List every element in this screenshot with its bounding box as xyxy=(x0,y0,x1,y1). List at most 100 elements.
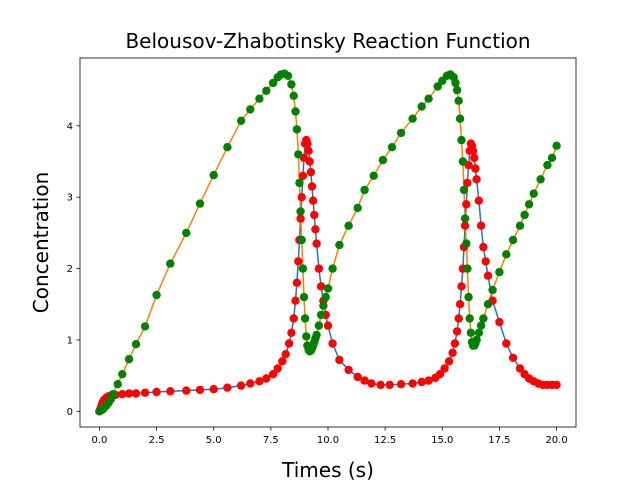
series-1-point xyxy=(306,168,316,177)
series-1-point xyxy=(312,239,321,248)
series-2-point xyxy=(344,221,353,230)
x-tick-label: 7.5 xyxy=(263,435,279,446)
series-2-point xyxy=(294,150,303,159)
series-2-point xyxy=(113,380,122,389)
series-2-point xyxy=(451,78,460,88)
y-tick-label: 1 xyxy=(67,335,73,346)
series-1-point xyxy=(303,139,312,148)
series-2-point xyxy=(466,328,476,337)
series-2-point xyxy=(424,94,433,103)
series-1-point xyxy=(460,221,470,230)
series-2-point xyxy=(312,330,321,340)
series-1-point xyxy=(468,146,478,155)
series-2-point xyxy=(296,207,305,216)
series-2-point xyxy=(236,116,246,126)
series-2-point xyxy=(152,290,161,300)
series-2-point xyxy=(508,235,518,245)
series-1-point xyxy=(476,221,486,230)
series-1-point xyxy=(166,387,175,396)
series-1-point xyxy=(353,372,362,382)
x-axis-label: Times (s) xyxy=(281,458,374,480)
series-1-point xyxy=(452,327,462,336)
series-1-point xyxy=(472,175,481,184)
series-2-line xyxy=(99,72,558,412)
series-1-point xyxy=(424,376,433,385)
series-2-point xyxy=(488,285,497,295)
y-tick-label: 3 xyxy=(67,193,73,204)
series-1-point xyxy=(316,282,326,291)
series-2-point xyxy=(462,239,471,248)
series-2-point xyxy=(255,94,264,103)
series-2-point xyxy=(321,292,330,302)
series-1-point xyxy=(457,282,466,291)
series-1-point xyxy=(385,380,394,390)
series-2-point xyxy=(302,332,311,341)
series-1-point xyxy=(291,296,300,305)
series-1-point xyxy=(454,314,463,323)
series-2-point xyxy=(289,91,298,101)
series-1-point xyxy=(502,339,511,348)
x-tick-label: 17.5 xyxy=(488,435,510,446)
series-1-point xyxy=(495,317,504,327)
series-2-point xyxy=(457,135,466,145)
series-1-point xyxy=(182,386,191,395)
x-tick-label: 2.5 xyxy=(149,435,165,446)
series-2-point xyxy=(459,185,469,195)
series-1-point xyxy=(284,339,294,348)
series-2-point xyxy=(295,178,304,188)
series-1-point xyxy=(417,377,426,387)
series-2-point xyxy=(108,390,118,399)
series-2-point xyxy=(182,228,191,238)
series-2-point xyxy=(360,185,369,195)
series-2-point xyxy=(472,335,481,345)
series-2-point xyxy=(378,155,388,165)
series-2-point xyxy=(552,141,561,150)
series-1-point xyxy=(140,388,150,397)
series-2-point xyxy=(291,107,300,116)
series-1-point xyxy=(440,364,449,373)
series-1-point xyxy=(435,370,445,379)
series-2-point xyxy=(483,300,493,309)
series-1-point xyxy=(471,164,480,173)
series-2-point xyxy=(479,314,488,323)
series-1-point xyxy=(278,357,287,366)
series-2-point xyxy=(474,328,484,337)
series-2-point xyxy=(209,170,218,180)
series-2-point xyxy=(316,310,326,320)
series-1-point xyxy=(308,196,318,205)
series-1-point xyxy=(314,264,324,273)
series-1-point xyxy=(209,385,218,394)
series-2-point xyxy=(287,80,296,89)
series-1-point xyxy=(236,381,246,390)
series-2-point xyxy=(283,71,293,81)
series-1-point xyxy=(310,210,319,220)
series-1-point xyxy=(463,178,472,188)
series-1-point xyxy=(396,380,406,389)
series-1-point xyxy=(294,257,303,266)
series-2-point xyxy=(297,235,306,245)
series-1-point xyxy=(152,387,161,397)
series-1-point xyxy=(287,328,296,337)
series-1-point xyxy=(328,339,337,348)
series-2-point xyxy=(319,301,328,310)
series-2-point xyxy=(454,96,463,106)
series-1-point xyxy=(281,350,290,359)
series-2-point xyxy=(387,143,397,152)
series-1-point xyxy=(455,300,465,309)
series-2-point xyxy=(323,284,333,293)
x-tick-label: 5.0 xyxy=(206,435,222,446)
series-1-point xyxy=(360,376,369,385)
series-1-point xyxy=(296,214,305,223)
series-2-point xyxy=(515,221,525,230)
series-2-point xyxy=(455,114,465,123)
series-2-point xyxy=(465,314,474,323)
series-2-point xyxy=(118,370,127,379)
series-1-point xyxy=(448,348,457,357)
series-1-point xyxy=(297,193,306,202)
x-tick-label: 12.5 xyxy=(374,435,396,446)
series-2-point xyxy=(524,200,534,209)
series-2-point xyxy=(463,264,472,273)
series-1-point xyxy=(483,271,493,280)
series-1-point xyxy=(552,380,561,390)
